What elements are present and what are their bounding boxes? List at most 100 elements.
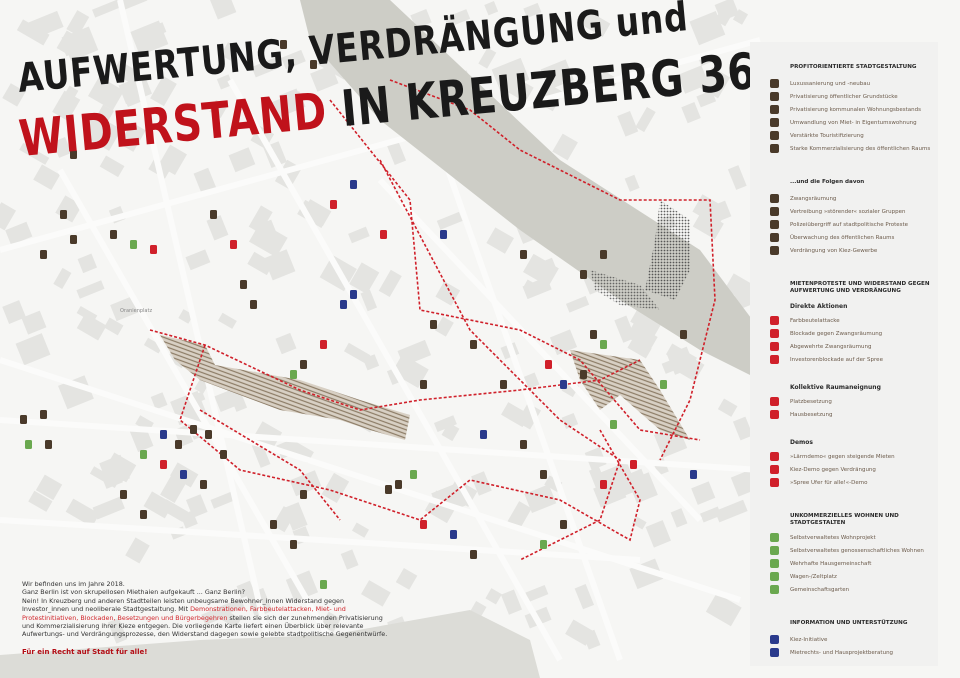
city-block bbox=[5, 221, 33, 246]
demo-route bbox=[199, 409, 341, 521]
intro-p3-highlight: Demonstrationen, Farbbeutelattacken, Mie… bbox=[22, 605, 346, 622]
city-block bbox=[343, 342, 371, 364]
city-block bbox=[732, 416, 753, 441]
city-block bbox=[478, 47, 497, 69]
streets bbox=[0, 0, 760, 660]
eviction-icon bbox=[770, 194, 779, 203]
landwehrkanal bbox=[0, 610, 540, 678]
shop-icon bbox=[520, 250, 527, 259]
legend-item: Zwangsräumung bbox=[790, 196, 837, 202]
city-block bbox=[484, 1, 499, 16]
city-block bbox=[110, 295, 140, 322]
counseling-icon bbox=[180, 470, 187, 479]
city-block bbox=[180, 510, 198, 529]
city-block bbox=[52, 136, 72, 158]
counseling-icon bbox=[480, 430, 487, 439]
city-block bbox=[717, 398, 738, 417]
city-block bbox=[85, 115, 122, 151]
city-block bbox=[209, 99, 228, 118]
shop-icon bbox=[470, 550, 477, 559]
city-block bbox=[150, 392, 168, 410]
city-block bbox=[692, 210, 724, 240]
intro-p3-start: Nein! In Kreuzberg und anderen Stadtteil… bbox=[22, 596, 345, 614]
eviction-icon bbox=[70, 235, 77, 244]
city-block bbox=[540, 59, 574, 90]
city-block bbox=[283, 502, 308, 531]
house-occupation-icon bbox=[420, 520, 427, 529]
city-block bbox=[696, 90, 717, 108]
luxury-building-icon bbox=[40, 410, 47, 419]
city-block bbox=[251, 441, 271, 468]
city-block bbox=[150, 75, 177, 107]
megaphone-icon bbox=[770, 465, 779, 474]
tourism-area-hatch bbox=[570, 350, 690, 440]
city-block bbox=[670, 508, 688, 528]
city-block bbox=[523, 372, 540, 389]
counseling-icon bbox=[160, 430, 167, 439]
city-block bbox=[665, 343, 697, 369]
city-block bbox=[77, 253, 98, 274]
street bbox=[377, 177, 703, 523]
city-block bbox=[143, 337, 163, 354]
demo-route bbox=[179, 344, 641, 542]
investor-blockade-icon bbox=[770, 355, 779, 364]
counseling-icon bbox=[350, 180, 357, 189]
intro-p2: Ganz Berlin ist von skrupellosen Miethai… bbox=[22, 588, 246, 597]
luxury-building-icon bbox=[250, 300, 257, 309]
city-block bbox=[433, 415, 457, 432]
place-label-oranienplatz: Oranienplatz bbox=[120, 308, 152, 314]
luxury-building-icon bbox=[540, 470, 547, 479]
legend-subheading: Demos bbox=[790, 439, 813, 446]
city-block bbox=[436, 211, 463, 230]
legend-item: Privatisierung öffentlicher Grundstücke bbox=[790, 94, 898, 100]
tourism-area-hatch bbox=[160, 335, 410, 440]
legend-item: Selbstverwaltetes genossenschaftliches W… bbox=[790, 548, 924, 554]
city-block bbox=[248, 205, 273, 234]
legend-item: Gemeinschaftsgarten bbox=[790, 587, 850, 593]
commercialization-area bbox=[590, 270, 660, 310]
street bbox=[117, 0, 273, 651]
shop-icon bbox=[520, 440, 527, 449]
city-block bbox=[210, 0, 237, 20]
city-block bbox=[501, 402, 530, 428]
garden-icon bbox=[610, 420, 617, 429]
legend-item: Kiez-Demo gegen Verdrängung bbox=[790, 467, 876, 473]
counseling-icon bbox=[350, 290, 357, 299]
counseling-icon bbox=[340, 300, 347, 309]
city-block bbox=[700, 67, 731, 99]
city-block bbox=[2, 300, 26, 324]
city-block bbox=[210, 490, 237, 509]
city-block bbox=[624, 174, 640, 192]
legend-item: Farbbeutelattacke bbox=[790, 318, 840, 324]
city-block bbox=[247, 251, 274, 276]
city-block bbox=[691, 481, 716, 505]
city-block bbox=[626, 323, 658, 351]
eye-icon bbox=[60, 210, 67, 219]
city-block bbox=[714, 0, 740, 22]
city-block bbox=[561, 412, 579, 429]
legend-item: Kiez-Initiative bbox=[790, 637, 828, 643]
city-block bbox=[552, 133, 578, 161]
city-block bbox=[491, 57, 530, 92]
city-block bbox=[217, 312, 237, 329]
counseling-icon bbox=[560, 380, 567, 389]
city-block bbox=[340, 549, 359, 570]
city-block bbox=[103, 474, 123, 489]
prevented-eviction-icon bbox=[770, 342, 779, 351]
luxury-building-icon bbox=[470, 340, 477, 349]
legend-subheading: Kollektive Raumaneignung bbox=[790, 384, 881, 391]
legend-item: Starke Kommerzialisierung des öffentlich… bbox=[790, 146, 931, 152]
house-occupation-icon bbox=[630, 460, 637, 469]
demo-routes bbox=[149, 79, 716, 561]
shop-icon bbox=[200, 480, 207, 489]
city-block bbox=[15, 333, 51, 366]
street bbox=[0, 37, 761, 253]
city-block bbox=[269, 91, 306, 119]
legend-heading: INFORMATION UND UNTERSTÜTZUNG bbox=[790, 620, 908, 626]
garden-icon bbox=[600, 340, 607, 349]
eye-icon bbox=[220, 450, 227, 459]
city-block bbox=[289, 470, 322, 497]
luxury-building-icon bbox=[300, 490, 307, 499]
city-block bbox=[471, 471, 492, 496]
